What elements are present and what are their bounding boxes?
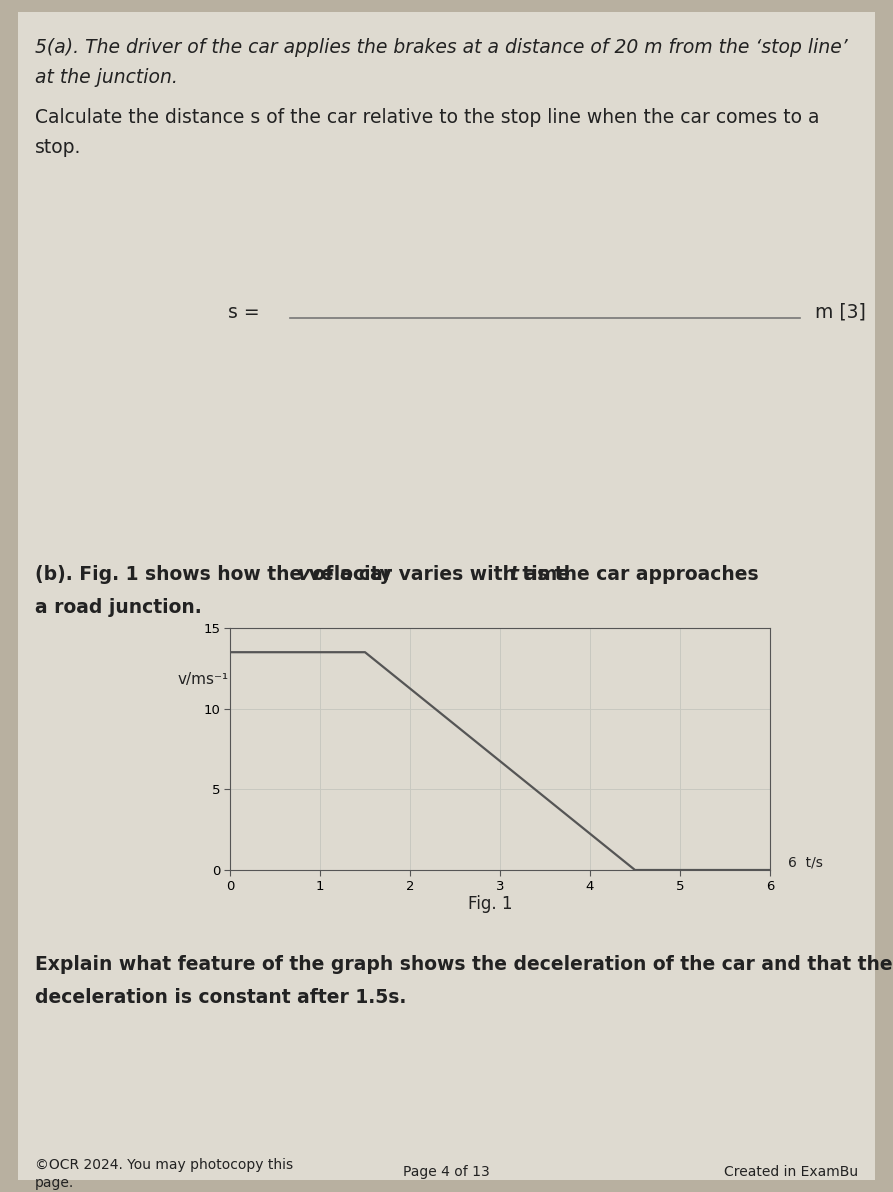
FancyBboxPatch shape bbox=[18, 12, 875, 1180]
Text: page.: page. bbox=[35, 1177, 74, 1190]
Text: Created in ExamBu: Created in ExamBu bbox=[724, 1165, 858, 1179]
Text: t: t bbox=[509, 565, 518, 584]
Text: at the junction.: at the junction. bbox=[35, 68, 178, 87]
Text: as the car approaches: as the car approaches bbox=[518, 565, 759, 584]
Text: ©OCR 2024. You may photocopy this: ©OCR 2024. You may photocopy this bbox=[35, 1157, 293, 1172]
Text: s =: s = bbox=[229, 303, 260, 322]
Text: v: v bbox=[297, 565, 310, 584]
Text: (b). Fig. 1 shows how the velocity: (b). Fig. 1 shows how the velocity bbox=[35, 565, 398, 584]
Text: Explain what feature of the graph shows the deceleration of the car and that the: Explain what feature of the graph shows … bbox=[35, 955, 893, 974]
Text: stop.: stop. bbox=[35, 138, 81, 157]
Text: v/ms⁻¹: v/ms⁻¹ bbox=[178, 672, 230, 687]
Text: 5(a). The driver of the car applies the brakes at a distance of 20 m from the ‘s: 5(a). The driver of the car applies the … bbox=[35, 38, 847, 57]
Text: a road junction.: a road junction. bbox=[35, 598, 202, 617]
Text: m [3]: m [3] bbox=[815, 303, 866, 322]
Text: of a car varies with time: of a car varies with time bbox=[306, 565, 577, 584]
Text: 6  t/s: 6 t/s bbox=[788, 856, 822, 870]
Text: Calculate the distance s of the car relative to the stop line when the car comes: Calculate the distance s of the car rela… bbox=[35, 108, 820, 128]
Text: deceleration is constant after 1.5s.: deceleration is constant after 1.5s. bbox=[35, 988, 406, 1007]
Text: Page 4 of 13: Page 4 of 13 bbox=[403, 1165, 489, 1179]
Text: Fig. 1: Fig. 1 bbox=[468, 895, 513, 913]
